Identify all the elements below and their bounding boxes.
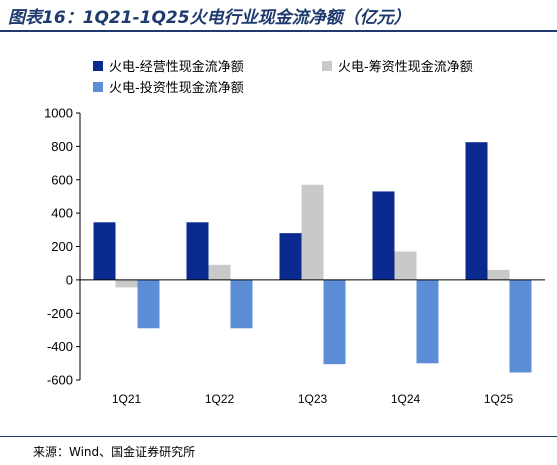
bar-s2-1Q23 xyxy=(323,279,346,365)
bar-s0-1Q22 xyxy=(186,222,209,280)
y-tick-label-8: 1000 xyxy=(44,106,73,121)
bar-s0-1Q21 xyxy=(93,222,116,280)
y-tick-label-1: -400 xyxy=(47,339,73,354)
y-tick-label-7: 800 xyxy=(51,139,73,154)
bar-s2-1Q24 xyxy=(416,279,439,364)
legend-label-investing: 火电-投资性现金流净额 xyxy=(109,81,244,96)
source-divider xyxy=(0,436,557,437)
y-tick-label-6: 600 xyxy=(51,172,73,187)
x-category-label-4: 1Q25 xyxy=(484,392,514,406)
x-category-label-0: 1Q21 xyxy=(112,392,142,406)
x-category-label-3: 1Q24 xyxy=(391,392,421,406)
bar-s1-1Q25 xyxy=(487,269,510,280)
bar-s1-1Q23 xyxy=(301,184,324,280)
y-tick-label-3: 0 xyxy=(66,272,73,287)
legend-swatch-investing xyxy=(93,81,103,92)
bar-s2-1Q22 xyxy=(230,279,253,329)
y-tick-label-2: -200 xyxy=(47,306,73,321)
bar-s1-1Q22 xyxy=(208,264,231,280)
bar-s1-1Q21 xyxy=(115,279,138,288)
legend-swatch-operating xyxy=(93,60,103,71)
bar-s0-1Q25 xyxy=(465,142,488,280)
legend-label-financing: 火电-筹资性现金流净额 xyxy=(338,60,473,75)
bar-s2-1Q25 xyxy=(509,279,532,373)
bar-s0-1Q24 xyxy=(372,191,395,280)
legend-item-operating: 火电-经营性现金流净额 xyxy=(93,56,244,75)
y-tick-label-0: -600 xyxy=(47,373,73,388)
x-category-label-1: 1Q22 xyxy=(205,392,235,406)
title-divider xyxy=(0,30,557,32)
source-note: 来源：Wind、国金证券研究所 xyxy=(33,445,196,459)
y-tick-label-5: 400 xyxy=(51,206,73,221)
chart-title: 图表16：1Q21-1Q25火电行业现金流净额（亿元） xyxy=(8,8,411,28)
legend-item-financing: 火电-筹资性现金流净额 xyxy=(322,56,473,75)
legend-label-operating: 火电-经营性现金流净额 xyxy=(109,60,244,75)
bar-s1-1Q24 xyxy=(394,251,417,280)
x-category-label-2: 1Q23 xyxy=(298,392,328,406)
bar-s0-1Q23 xyxy=(279,233,302,280)
legend-swatch-financing xyxy=(322,60,332,71)
bar-s2-1Q21 xyxy=(137,279,160,329)
y-tick-label-4: 200 xyxy=(51,239,73,254)
legend-item-investing: 火电-投资性现金流净额 xyxy=(93,77,244,96)
